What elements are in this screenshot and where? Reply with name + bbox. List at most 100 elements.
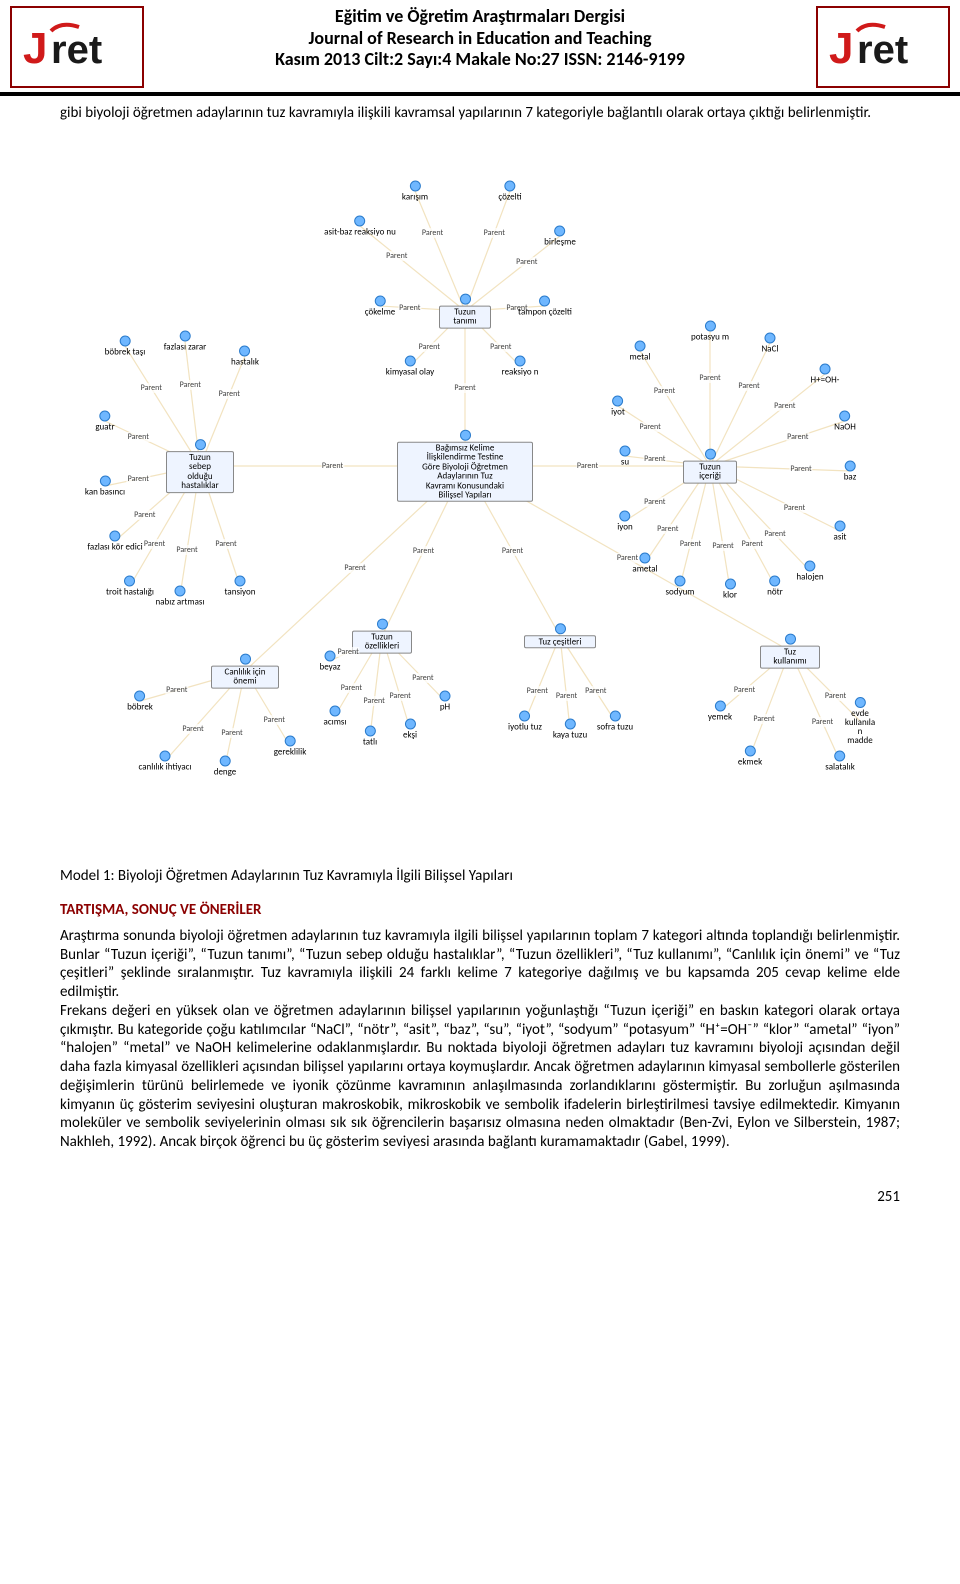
edge-label: Parent (343, 563, 366, 573)
concept-node: acımsı (324, 705, 347, 726)
concept-node: fazlası kör edici (87, 530, 142, 551)
edge-label: Parent (783, 503, 806, 513)
concept-node: böbrek taşı (105, 335, 146, 356)
concept-node: su (620, 445, 631, 466)
concept-node: ekmek (738, 745, 762, 766)
edge-label: Parent (711, 541, 734, 551)
concept-node: guatr (95, 410, 114, 431)
concept-node: troit hastalığı (106, 575, 154, 596)
edge-label: Parent (763, 529, 786, 539)
svg-text:ret: ret (51, 28, 102, 72)
edge-label: Parent (773, 401, 796, 411)
concept-node: evde kullanıla n madde (845, 697, 875, 745)
svg-text:J: J (829, 24, 853, 73)
svg-text:ret: ret (857, 28, 908, 72)
edge-label: Parent (733, 685, 756, 695)
concept-node: nabız artması (156, 585, 205, 606)
concept-node: tatlı (363, 725, 377, 746)
concept-node: ametal (632, 552, 657, 573)
concept-node: kimyasal olay (386, 355, 434, 376)
concept-node: klor (723, 578, 737, 599)
edge-label: Parent (214, 539, 237, 549)
concept-node: sodyum (666, 575, 695, 596)
concept-node: Tuz çeşitleri (524, 623, 596, 648)
edge-label: Parent (340, 683, 363, 693)
concept-node: Tuzun özellikleri (352, 618, 412, 653)
edge-label: Parent (389, 691, 412, 701)
edge-label: Parent (643, 454, 666, 464)
concept-node: karışım (402, 180, 428, 201)
edge-label: Parent (179, 380, 202, 390)
edge-label: Parent (643, 497, 666, 507)
edge-label: Parent (140, 383, 163, 393)
edge-label: Parent (639, 422, 662, 432)
journal-title-tr: Eğitim ve Öğretim Araştırmaları Dergisi (10, 6, 950, 28)
edge-label: Parent (653, 386, 676, 396)
edge-label: Parent (421, 228, 444, 238)
concept-node: asit (834, 520, 847, 541)
edge-label: Parent (143, 539, 166, 549)
concept-map-figure: Bağımsız Kelime İlişkilendirme Testine G… (70, 131, 890, 851)
edge-label: Parent (453, 383, 476, 393)
concept-node: H+=OH- (811, 363, 840, 384)
concept-node: NaCl (762, 332, 779, 353)
edge-label: Parent (576, 461, 599, 471)
concept-node: kan basıncı (85, 475, 125, 496)
concept-node: metal (630, 340, 651, 361)
concept-node: nötr (767, 575, 783, 596)
edge-label: Parent (811, 717, 834, 727)
edge-label: Parent (698, 373, 721, 383)
concept-node: beyaz (320, 650, 341, 671)
concept-node: iyon (617, 510, 633, 531)
concept-node: tansiyon (225, 575, 256, 596)
concept-node: Tuz kullanımı (760, 633, 820, 668)
logo-left: J ret (10, 6, 144, 88)
edge-label: Parent (786, 432, 809, 442)
edge-label: Parent (555, 691, 578, 701)
concept-node: Canlılık için önemi (211, 653, 279, 688)
concept-node: hastalık (231, 345, 259, 366)
concept-node: iyotlu tuz (508, 710, 542, 731)
logo-right: J ret (816, 6, 950, 88)
concept-node: salatalık (825, 750, 855, 771)
journal-issue-line: Kasım 2013 Cilt:2 Sayı:4 Makale No:27 IS… (10, 49, 950, 71)
edge-label: Parent (181, 724, 204, 734)
concept-node: tampon çözelti (518, 295, 572, 316)
concept-node: potasyu m (691, 320, 729, 341)
edge-label: Parent (418, 342, 441, 352)
concept-node: Tuzun içeriği (683, 448, 737, 483)
section-heading: TARTIŞMA, SONUÇ VE ÖNERİLER (0, 885, 960, 919)
concept-node: NaOH (834, 410, 856, 431)
concept-node: birleşme (544, 225, 576, 246)
intro-paragraph: gibi biyoloji öğretmen adaylarının tuz k… (60, 104, 900, 123)
edge-label: Parent (411, 673, 434, 683)
edge-label: Parent (752, 714, 775, 724)
jret-logo-icon: J ret (17, 17, 137, 77)
edge-label: Parent (218, 389, 241, 399)
concept-node: çözelti (498, 180, 521, 201)
concept-node: yemek (708, 700, 732, 721)
edge-label: Parent (656, 524, 679, 534)
concept-node: fazlası zarar (164, 330, 207, 351)
concept-node: iyot (611, 395, 625, 416)
edge-label: Parent (515, 257, 538, 267)
edge-label: Parent (741, 539, 764, 549)
concept-node: denge (214, 755, 237, 776)
concept-node: reaksiyo n (502, 355, 539, 376)
edge-label: Parent (363, 696, 386, 706)
concept-node: Tuzun sebep olduğu hastalıklar (166, 439, 234, 493)
jret-logo-icon: J ret (823, 17, 943, 77)
edge-label: Parent (526, 686, 549, 696)
edge-label: Parent (165, 685, 188, 695)
concept-node: sofra tuzu (597, 710, 633, 731)
concept-node: ekşi (403, 718, 417, 739)
concept-node: gereklilik (274, 735, 307, 756)
figure-caption: Model 1: Biyoloji Öğretmen Adaylarının T… (0, 851, 960, 885)
edge-label: Parent (789, 464, 812, 474)
edge-label: Parent (127, 432, 150, 442)
page-number: 251 (0, 1158, 960, 1216)
concept-node: pH (440, 690, 451, 711)
edge-label: Parent (501, 546, 524, 556)
edge-label: Parent (220, 728, 243, 738)
concept-node: baz (844, 460, 857, 481)
